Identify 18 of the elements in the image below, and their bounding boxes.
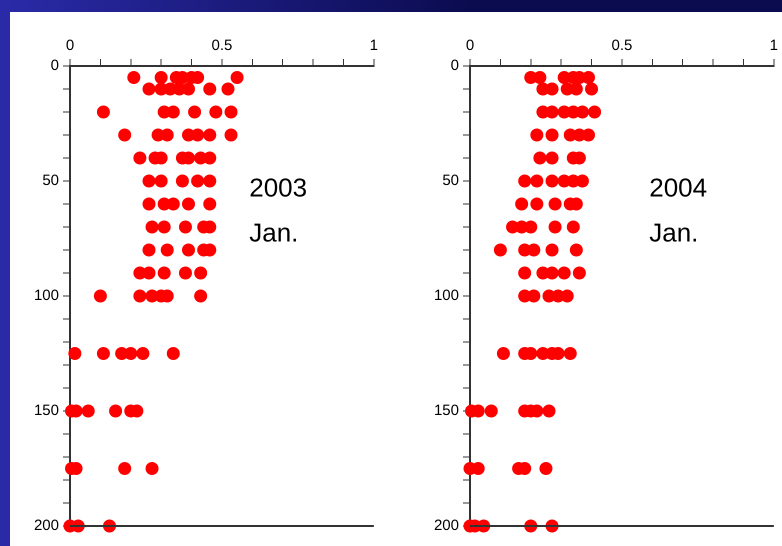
y-tick-label: 100: [434, 287, 459, 304]
x-tick-label: 0.5: [211, 37, 232, 54]
y-tick-label: 100: [34, 287, 59, 304]
y-tick-label: 200: [434, 517, 459, 534]
y-tick-label: 50: [442, 172, 459, 190]
x-tick-label: 0: [66, 37, 74, 54]
y-tick-label: 0: [50, 57, 59, 74]
y-tick-label: 200: [34, 517, 59, 534]
y-tick-label: 150: [34, 402, 59, 420]
y-tick-label: 0: [450, 57, 459, 74]
y-tick-label: 50: [42, 172, 59, 190]
x-tick-label: 1: [770, 37, 778, 54]
y-tick-label: 150: [434, 402, 459, 420]
x-tick-label: 1: [370, 37, 378, 54]
x-tick-label: 0: [466, 37, 474, 54]
annotation: 2004 Jan.: [649, 172, 708, 248]
x-tick-label: 0.5: [611, 37, 632, 54]
annotation: 2003 Jan.: [249, 172, 308, 248]
